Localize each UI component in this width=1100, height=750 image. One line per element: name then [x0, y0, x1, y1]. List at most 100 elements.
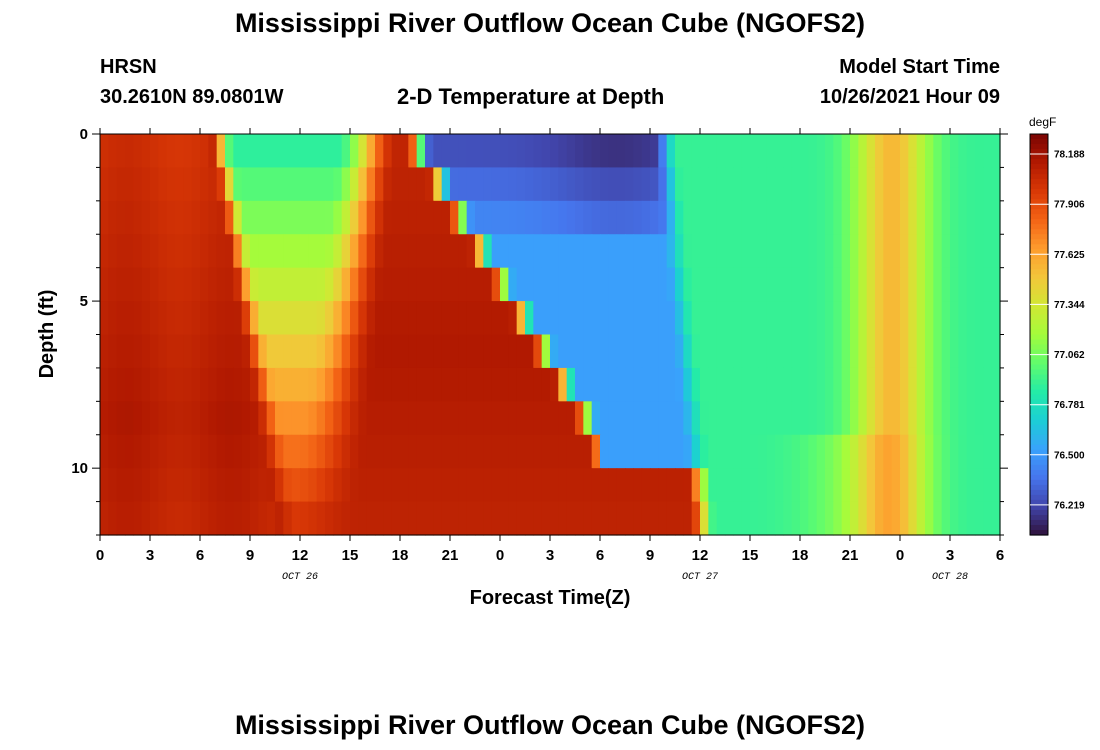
date-label: OCT 26: [282, 572, 318, 583]
heatmap-cell: [116, 468, 126, 503]
heatmap-cell: [666, 301, 676, 336]
heatmap-cell: [333, 200, 343, 235]
heatmap-cell: [558, 468, 568, 503]
heatmap-cell: [208, 200, 218, 235]
heatmap-cell: [716, 501, 726, 536]
heatmap-cell: [916, 401, 926, 436]
heatmap-cell: [925, 200, 934, 235]
x-tick-label: 3: [146, 547, 154, 564]
heatmap-cell: [808, 334, 818, 369]
heatmap-cell: [275, 267, 284, 302]
heatmap-cell: [583, 134, 593, 169]
heatmap-cell: [983, 434, 993, 469]
heatmap-cell: [925, 434, 934, 469]
heatmap-cell: [975, 501, 984, 536]
heatmap-cell: [416, 334, 426, 369]
heatmap-cell: [350, 267, 359, 302]
heatmap-cell: [916, 134, 926, 169]
heatmap-cell: [991, 434, 1001, 469]
heatmap-cell: [958, 468, 968, 503]
heatmap-cell: [266, 134, 276, 169]
heatmap-cell: [300, 301, 309, 336]
heatmap-cell: [116, 501, 126, 536]
heatmap-cell: [700, 200, 709, 235]
heatmap-cell: [358, 367, 368, 402]
heatmap-cell: [591, 401, 601, 436]
heatmap-cell: [433, 501, 443, 536]
heatmap-cell: [558, 367, 568, 402]
heatmap-cell: [191, 167, 201, 202]
heatmap-cell: [958, 200, 968, 235]
heatmap-cell: [441, 234, 451, 269]
heatmap-cell: [525, 501, 534, 536]
heatmap-cell: [708, 167, 718, 202]
heatmap-cell: [750, 501, 759, 536]
heatmap-cell: [791, 234, 801, 269]
heatmap-cell: [975, 468, 984, 503]
heatmap-cell: [441, 501, 451, 536]
heatmap-cell: [583, 501, 593, 536]
heatmap-cell: [550, 501, 559, 536]
heatmap-cell: [100, 401, 109, 436]
heatmap-cell: [225, 334, 234, 369]
heatmap-cell: [525, 167, 534, 202]
heatmap-cell: [341, 401, 351, 436]
heatmap-cell: [716, 434, 726, 469]
colorbar-swatch: [1030, 339, 1048, 346]
heatmap-cell: [466, 401, 476, 436]
heatmap-cell: [941, 234, 951, 269]
x-tick-label: 9: [246, 547, 254, 564]
heatmap-cell: [425, 301, 434, 336]
heatmap-cell: [400, 234, 409, 269]
heatmap-cell: [125, 134, 134, 169]
heatmap-cell: [908, 234, 918, 269]
heatmap-cell: [233, 468, 243, 503]
heatmap-cell: [533, 234, 543, 269]
heatmap-cell: [333, 334, 343, 369]
heatmap-cell: [991, 301, 1001, 336]
heatmap-cell: [691, 401, 701, 436]
heatmap-cell: [666, 234, 676, 269]
heatmap-cell: [800, 501, 809, 536]
heatmap-cell: [266, 468, 276, 503]
colorbar-swatch: [1030, 524, 1048, 531]
station-coordinates: 30.2610N 89.0801W: [100, 86, 284, 108]
heatmap-cell: [491, 267, 501, 302]
heatmap-cell: [133, 200, 143, 235]
colorbar-swatch: [1030, 174, 1048, 180]
heatmap-cell: [650, 234, 659, 269]
heatmap-cell: [750, 468, 759, 503]
heatmap-cell: [675, 167, 684, 202]
heatmap-cell: [708, 367, 718, 402]
heatmap-cell: [641, 468, 651, 503]
heatmap-cell: [600, 434, 609, 469]
heatmap-cell: [883, 501, 893, 536]
heatmap-cell: [158, 468, 168, 503]
colorbar-swatch: [1030, 214, 1048, 220]
heatmap-cell: [333, 267, 343, 302]
x-axis: 0 3 6 9 12 15 18 21 0 3 6 9 12 15 18 21 0 3 6 OCT 26 OCT 27 O…: [96, 128, 1004, 583]
heatmap-cell: [150, 267, 159, 302]
heatmap-cell: [433, 434, 443, 469]
heatmap-cell: [925, 234, 934, 269]
heatmap-cell: [625, 468, 634, 503]
heatmap-cell: [241, 434, 251, 469]
heatmap-cell: [683, 267, 693, 302]
heatmap-cell: [683, 501, 693, 536]
heatmap-cell: [358, 134, 368, 169]
heatmap-cell: [633, 434, 643, 469]
heatmap-cell: [800, 434, 809, 469]
heatmap-cell: [983, 501, 993, 536]
heatmap-cell: [733, 468, 743, 503]
heatmap-cell: [408, 334, 418, 369]
x-tick-label: 6: [196, 547, 204, 564]
heatmap-cell: [525, 234, 534, 269]
heatmap-cell: [266, 167, 276, 202]
colorbar-swatch: [1030, 204, 1048, 210]
heatmap-cell: [266, 434, 276, 469]
heatmap-cell: [308, 468, 318, 503]
heatmap-cell: [341, 434, 351, 469]
colorbar-swatch: [1030, 459, 1048, 466]
heatmap-cell: [216, 468, 226, 503]
heatmap-cell: [208, 401, 218, 436]
